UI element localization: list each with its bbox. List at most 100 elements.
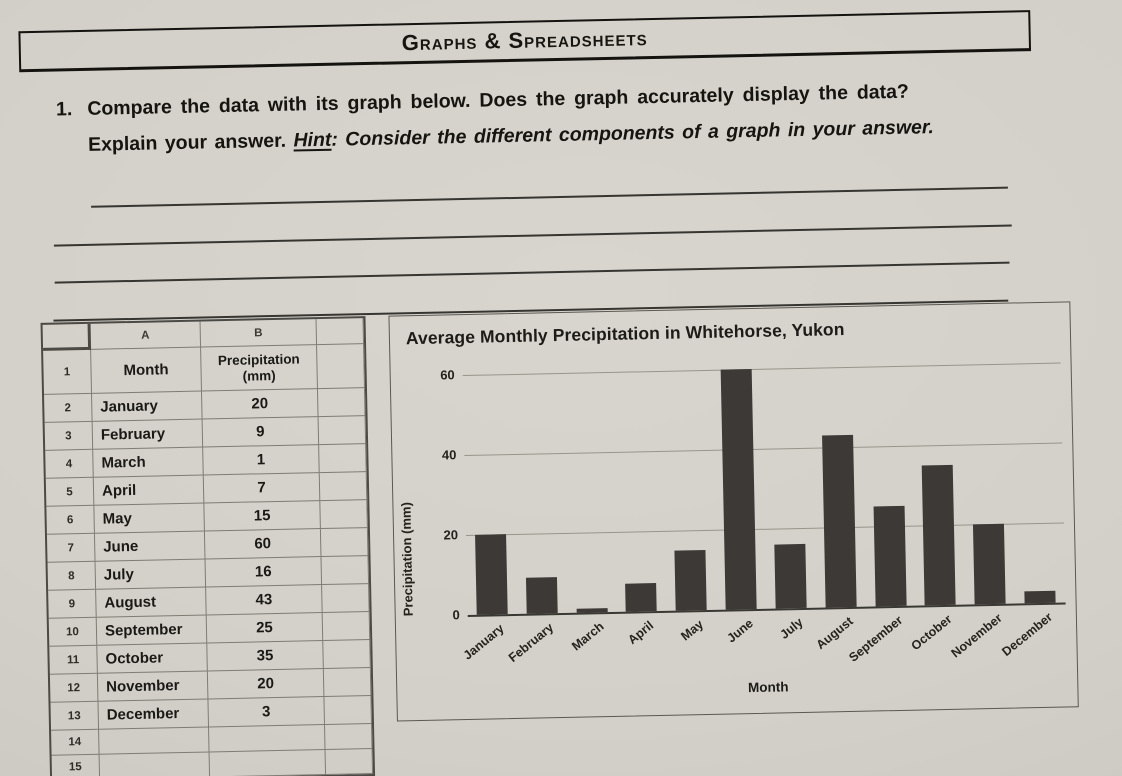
chart-title: Average Monthly Precipitation in Whiteho… [405, 319, 845, 349]
bar-october [922, 464, 956, 606]
x-tick-october: October [909, 611, 956, 654]
bar-september [873, 505, 907, 607]
question-number: 1. [55, 98, 73, 121]
bar-may [674, 550, 707, 611]
row-number: 6 [46, 505, 95, 535]
x-tick-february: February [506, 620, 557, 665]
answer-line-3 [54, 261, 1010, 284]
row-number: 11 [49, 645, 98, 675]
page-title: Graphs & Spreadsheets [401, 25, 648, 56]
value-cell: 20 [207, 669, 325, 700]
value-cell [209, 725, 326, 753]
empty-cell [318, 416, 367, 446]
value-cell: 43 [206, 585, 323, 616]
bar-february [525, 577, 558, 614]
empty-cell [322, 584, 370, 614]
row-number: 4 [45, 449, 94, 479]
bar-december [1024, 590, 1056, 604]
x-tick-july: July [777, 615, 806, 642]
column-header-c [316, 318, 365, 346]
month-cell: September [96, 615, 208, 646]
gridline-40 [464, 442, 1063, 456]
month-cell: November [97, 671, 209, 702]
bar-march [576, 608, 608, 613]
column-header-b: B [200, 319, 318, 348]
empty-cell [324, 696, 372, 726]
value-cell: 60 [204, 529, 322, 560]
month-cell: October [97, 643, 208, 674]
month-cell: February [92, 419, 204, 450]
x-tick-september: September [846, 613, 906, 665]
x-tick-december: December [998, 609, 1055, 659]
row-number: 14 [51, 729, 100, 756]
chart-plot-area: 0 20 40 60 [440, 362, 1066, 622]
question-text: Compare the data with its graph below. D… [87, 80, 934, 157]
bar-june [720, 369, 757, 610]
month-cell: December [98, 699, 210, 730]
value-cell: 9 [202, 417, 320, 448]
month-cell: April [93, 475, 205, 506]
hint-text: : Consider the different components of a… [331, 116, 935, 152]
row-number: 10 [48, 617, 98, 647]
question-1: 1. Compare the data with its graph below… [56, 79, 1009, 159]
empty-cell [319, 444, 367, 474]
x-tick-may: May [678, 617, 706, 644]
empty-cell [320, 528, 369, 558]
precipitation-column-title: Precipitation (mm) [201, 345, 318, 392]
month-column-title: Month [91, 347, 202, 394]
row-number: 9 [48, 589, 97, 619]
value-cell: 20 [201, 389, 319, 420]
chart-panel: Average Monthly Precipitation in Whiteho… [388, 301, 1079, 722]
value-cell: 25 [206, 613, 324, 644]
empty-cell [317, 388, 366, 418]
bar-april [625, 583, 658, 612]
question-line-2: Explain your answer. Hint: Consider the … [88, 117, 934, 158]
empty-cell [319, 472, 368, 502]
answer-line-2 [53, 224, 1012, 247]
spreadsheet-table: A B 1 Month Precipitation (mm) 2 January 2… [40, 316, 376, 776]
value-cell: 35 [207, 641, 324, 672]
empty-cell [320, 500, 368, 530]
question-line-1: Compare the data with its graph below. D… [87, 80, 910, 120]
row-number: 3 [44, 421, 94, 451]
gridline-60 [462, 362, 1061, 376]
empty-cell [317, 344, 365, 390]
question-explain: Explain your answer. [87, 129, 294, 157]
value-cell: 3 [208, 697, 326, 728]
month-cell: July [95, 559, 207, 590]
value-cell: 16 [205, 557, 323, 588]
empty-cell [323, 668, 372, 698]
row-number: 1 [43, 349, 93, 395]
month-cell: January [92, 391, 203, 422]
value-cell: 15 [204, 501, 321, 532]
row-number: 12 [49, 673, 99, 703]
month-cell: March [93, 447, 204, 478]
empty-cell [325, 724, 373, 751]
x-tick-august: August [813, 614, 856, 653]
empty-cell [325, 749, 374, 776]
month-cell: August [96, 587, 207, 618]
bar-january [475, 534, 508, 615]
value-cell: 1 [203, 445, 320, 476]
month-cell: June [94, 531, 206, 562]
row-number: 15 [51, 754, 101, 776]
x-axis-labels: January February March April May June July Augu… [461, 606, 1067, 683]
value-cell [209, 750, 327, 776]
month-cell: May [94, 503, 205, 534]
row-number: 5 [45, 477, 95, 507]
y-tick-40: 40 [441, 447, 457, 463]
value-cell: 7 [203, 473, 321, 504]
x-tick-june: June [724, 616, 756, 646]
month-cell [99, 727, 210, 755]
month-cell [99, 752, 211, 776]
x-tick-april: April [625, 618, 657, 648]
x-tick-march: March [568, 619, 607, 654]
y-axis-title: Precipitation (mm) [398, 501, 416, 617]
title-banner: Graphs & Spreadsheets [18, 10, 1032, 73]
y-tick-0: 0 [452, 607, 460, 623]
bar-july [774, 543, 807, 609]
select-all-corner [42, 323, 92, 351]
row-number: 8 [47, 561, 97, 591]
empty-cell [322, 612, 371, 642]
